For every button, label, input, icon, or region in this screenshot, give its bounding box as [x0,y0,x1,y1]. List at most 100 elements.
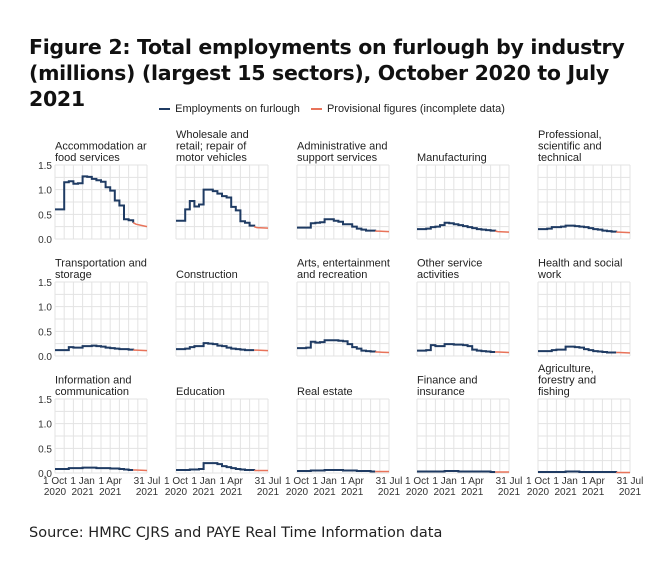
panel-title: scientific and [538,141,602,153]
legend-swatch-provisional [310,108,322,110]
series-line-main [538,470,618,474]
x-tick-label: 31 Jul [255,476,282,487]
y-tick-label: 0.0 [38,469,52,480]
panel-title: activities [417,269,460,281]
x-tick-label: 2021 [378,487,401,498]
panel-title: Manufacturing [417,152,487,164]
x-tick-label: 1 Apr [461,476,485,487]
legend-label-main: Employments on furlough [175,103,300,115]
x-tick-label: 2020 [44,487,67,498]
x-tick-label: 31 Jul [617,476,644,487]
series-line-provisional [253,225,269,229]
legend-label-provisional: Provisional figures (incomplete data) [326,103,505,115]
x-tick-label: 1 Jan [553,476,577,487]
panel-title: Wholesale and [176,129,249,141]
x-tick-label: 1 Apr [99,476,123,487]
series-line-main [55,344,135,352]
x-tick-label: 1 Apr [220,476,244,487]
panel-title: storage [55,269,92,281]
x-tick-label: 31 Jul [496,476,523,487]
x-tick-label: 1 Oct [164,476,188,487]
panel-title: Professional, [538,129,602,141]
series-line-main [538,345,617,354]
x-tick-label: 2021 [498,487,521,498]
legend-item-provisional: Provisional figures (incomplete data) [310,103,505,115]
x-tick-label: 1 Oct [285,476,309,487]
series-line-main [55,466,134,472]
panel-title: forestry and [538,375,596,387]
panel-title: Agriculture, [538,363,594,375]
y-tick-label: 1.5 [38,161,52,172]
x-tick-label: 2021 [99,487,122,498]
y-tick-label: 0.5 [38,444,52,455]
series-line-main [176,342,255,352]
x-tick-label: 2021 [433,487,456,498]
panel-title: Health and social [538,258,622,270]
x-tick-label: 2021 [257,487,280,498]
legend: Employments on furlough Provisional figu… [0,101,664,115]
x-tick-label: 2021 [313,487,336,498]
panel-title: and recreation [297,269,367,281]
legend-item-main: Employments on furlough [159,103,300,115]
x-tick-label: 1 Jan [191,476,215,487]
series-line-provisional [132,222,148,228]
series-line-main [417,221,497,232]
y-tick-label: 0.0 [38,352,52,363]
x-tick-label: 1 Apr [582,476,606,487]
y-tick-label: 1.0 [38,186,52,197]
y-tick-label: 1.5 [38,278,52,289]
figure-title: Figure 2: Total employments on furlough … [29,35,625,111]
x-tick-label: 2020 [286,487,309,498]
x-tick-label: 1 Jan [312,476,336,487]
x-tick-label: 2021 [71,487,94,498]
panel-title: support services [297,152,378,164]
series-line-main [417,343,496,354]
panel-title: communication [55,386,129,398]
panel-title: insurance [417,386,465,398]
x-tick-label: 1 Oct [526,476,550,487]
y-tick-label: 0.0 [38,235,52,246]
panel-title: Accommodation ar [55,141,147,153]
x-tick-label: 2020 [406,487,429,498]
series-line-main [297,218,377,232]
panel-title: Information and [55,375,131,387]
y-tick-label: 1.0 [38,303,52,314]
x-tick-label: 1 Jan [432,476,456,487]
series-line-provisional [495,230,510,233]
panel-title: Arts, entertainment [297,258,390,270]
x-tick-label: 31 Jul [134,476,161,487]
x-tick-label: 1 Apr [341,476,365,487]
x-tick-label: 2021 [341,487,364,498]
y-tick-label: 1.0 [38,420,52,431]
x-tick-label: 2021 [136,487,159,498]
panel-title: Construction [176,269,238,281]
panel-title: Administrative and [297,141,388,153]
series-line-main [297,469,376,473]
x-tick-label: 1 Oct [43,476,67,487]
series-line-main [297,339,377,353]
panel-title: Transportation and [55,258,147,270]
panel-title: Other service [417,258,482,270]
x-tick-label: 2021 [582,487,605,498]
panel-title: Finance and [417,375,478,387]
y-tick-label: 0.5 [38,210,52,221]
source-note: Source: HMRC CJRS and PAYE Real Time Inf… [29,525,443,541]
x-tick-label: 2021 [461,487,484,498]
panel-title: food services [55,152,120,164]
x-tick-label: 31 Jul [376,476,403,487]
x-tick-label: 2021 [554,487,577,498]
x-tick-label: 1 Oct [405,476,429,487]
panel-title: work [537,269,562,281]
series-line-main [176,462,256,472]
y-tick-label: 1.5 [38,395,52,406]
x-tick-label: 2021 [220,487,243,498]
panel-title: Education [176,386,225,398]
x-tick-label: 2020 [527,487,550,498]
x-tick-label: 2021 [619,487,642,498]
x-tick-label: 2020 [165,487,188,498]
legend-swatch-main [159,108,171,110]
panel-title: retail; repair of [176,141,247,153]
y-tick-label: 0.5 [38,327,52,338]
